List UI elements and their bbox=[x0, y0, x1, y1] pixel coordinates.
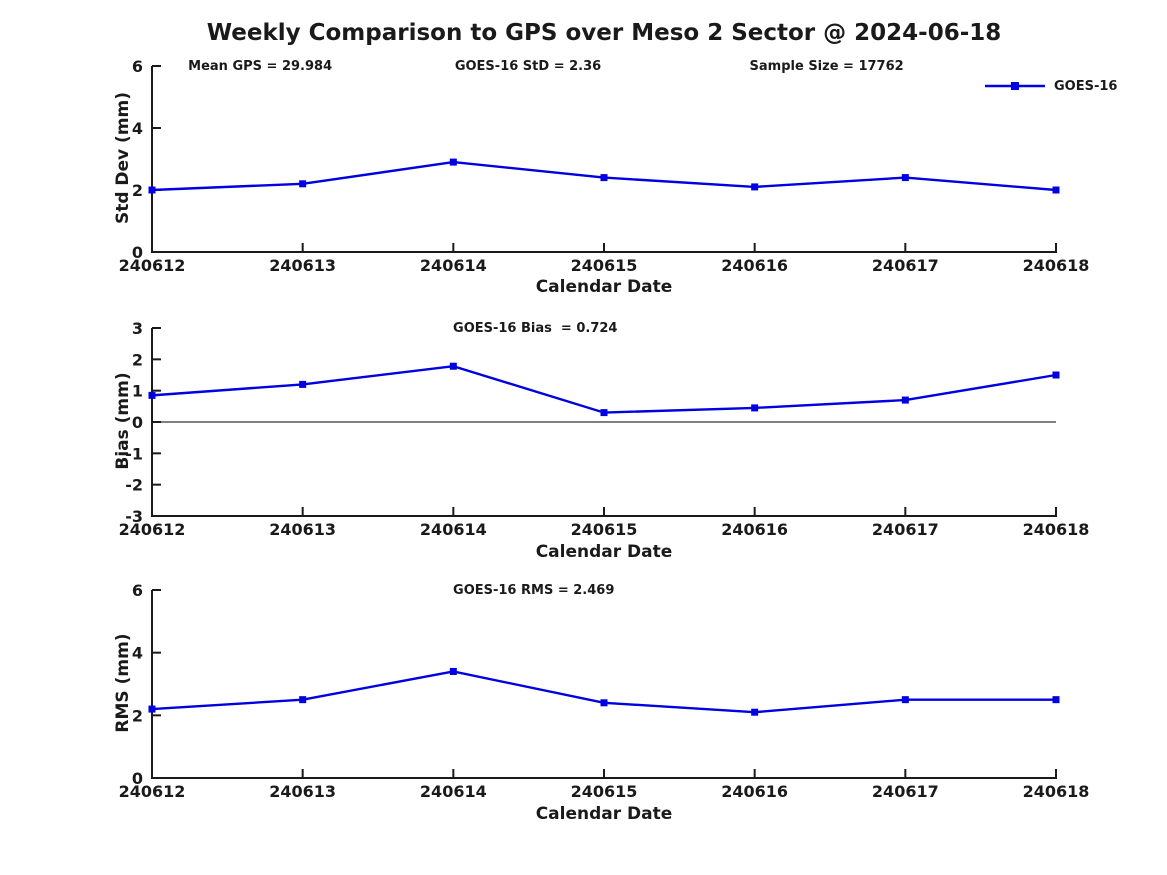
legend-label: GOES-16 bbox=[1054, 78, 1118, 94]
y-tick-label: 4 bbox=[132, 119, 143, 138]
y-tick-label: 4 bbox=[132, 644, 143, 663]
y-tick-label: 6 bbox=[132, 57, 143, 76]
data-point-240617 bbox=[901, 174, 909, 182]
data-point-240616 bbox=[751, 404, 759, 412]
annotation: Mean GPS = 29.984 bbox=[188, 59, 332, 74]
x-tick-label: 240617 bbox=[872, 782, 939, 801]
y-tick-label: 2 bbox=[132, 181, 143, 200]
x-tick-label: 240616 bbox=[721, 782, 788, 801]
data-point-240615 bbox=[600, 409, 608, 417]
x-tick-label: 240615 bbox=[571, 520, 638, 539]
x-tick-label: 240613 bbox=[269, 782, 336, 801]
y-tick-label: 3 bbox=[132, 319, 143, 338]
x-tick-label: 240614 bbox=[420, 782, 487, 801]
x-tick-label: 240617 bbox=[872, 520, 939, 539]
x-tick-label: 240612 bbox=[119, 782, 186, 801]
x-tick-label: 240613 bbox=[269, 256, 336, 275]
data-point-240617 bbox=[901, 696, 909, 704]
annotation: GOES-16 RMS = 2.469 bbox=[453, 583, 614, 598]
y-tick-label: 0 bbox=[132, 413, 143, 432]
data-point-240612 bbox=[148, 391, 156, 399]
y-tick-label: -3 bbox=[125, 507, 143, 526]
data-point-240616 bbox=[751, 183, 759, 191]
y-tick-label: 6 bbox=[132, 581, 143, 600]
chart-title: Weekly Comparison to GPS over Meso 2 Sec… bbox=[206, 20, 1002, 46]
data-point-240614 bbox=[449, 158, 457, 166]
annotation: GOES-16 StD = 2.36 bbox=[455, 59, 601, 74]
y-tick-label: 0 bbox=[132, 243, 143, 262]
data-point-240612 bbox=[148, 705, 156, 713]
x-tick-label: 240616 bbox=[721, 520, 788, 539]
x-tick-label: 240614 bbox=[420, 520, 487, 539]
x-tick-label: 240612 bbox=[119, 256, 186, 275]
ylabel-bias: Bias (mm) bbox=[113, 372, 133, 470]
data-point-240618 bbox=[1052, 696, 1060, 704]
x-tick-label: 240614 bbox=[420, 256, 487, 275]
series-line-GOES-16 bbox=[151, 365, 1057, 414]
data-point-240613 bbox=[299, 380, 307, 388]
legend: GOES-16 bbox=[983, 78, 1117, 94]
data-point-240618 bbox=[1052, 186, 1060, 194]
x-tick-label: 240613 bbox=[269, 520, 336, 539]
subplot-stddev: 240612 240613 240614 240615 240616 240617 2406… bbox=[119, 57, 1090, 275]
data-point-240614 bbox=[449, 667, 457, 675]
data-point-240616 bbox=[751, 708, 759, 716]
y-tick-label: 2 bbox=[132, 706, 143, 725]
y-tick-label: 2 bbox=[132, 350, 143, 369]
data-point-240612 bbox=[148, 186, 156, 194]
legend-line-marker-icon bbox=[985, 82, 1045, 90]
subplot-bias: 240612 240613 240614 240615 240616 240617 2406… bbox=[119, 319, 1090, 539]
x-tick-label: 240616 bbox=[721, 256, 788, 275]
x-tick-label: 240615 bbox=[571, 782, 638, 801]
xlabel-bias: Calendar Date bbox=[535, 542, 673, 562]
data-point-240614 bbox=[449, 362, 457, 370]
xlabel-rms: Calendar Date bbox=[535, 804, 673, 824]
x-tick-label: 240615 bbox=[571, 256, 638, 275]
ylabel-stddev: Std Dev (mm) bbox=[113, 91, 133, 225]
y-tick-label: 0 bbox=[132, 769, 143, 788]
data-point-240617 bbox=[901, 396, 909, 404]
x-tick-label: 240618 bbox=[1023, 782, 1090, 801]
ylabel-rms: RMS (mm) bbox=[113, 633, 133, 733]
data-point-240615 bbox=[600, 699, 608, 707]
x-tick-label: 240612 bbox=[119, 520, 186, 539]
data-point-240613 bbox=[299, 180, 307, 188]
x-tick-label: 240618 bbox=[1023, 520, 1090, 539]
data-point-240615 bbox=[600, 174, 608, 182]
x-tick-label: 240618 bbox=[1023, 256, 1090, 275]
y-tick-label: -1 bbox=[125, 444, 143, 463]
x-tick-label: 240617 bbox=[872, 256, 939, 275]
y-tick-label: -2 bbox=[125, 476, 143, 495]
annotation: Sample Size = 17762 bbox=[750, 59, 904, 74]
annotation: GOES-16 Bias = 0.724 bbox=[453, 321, 617, 336]
y-tick-label: 1 bbox=[132, 382, 143, 401]
subplot-rms: 240612 240613 240614 240615 240616 240617 2406… bbox=[119, 581, 1090, 801]
data-point-240613 bbox=[299, 696, 307, 704]
xlabel-stddev: Calendar Date bbox=[535, 277, 673, 297]
data-point-240618 bbox=[1052, 371, 1060, 379]
legend-marker bbox=[1011, 82, 1019, 90]
